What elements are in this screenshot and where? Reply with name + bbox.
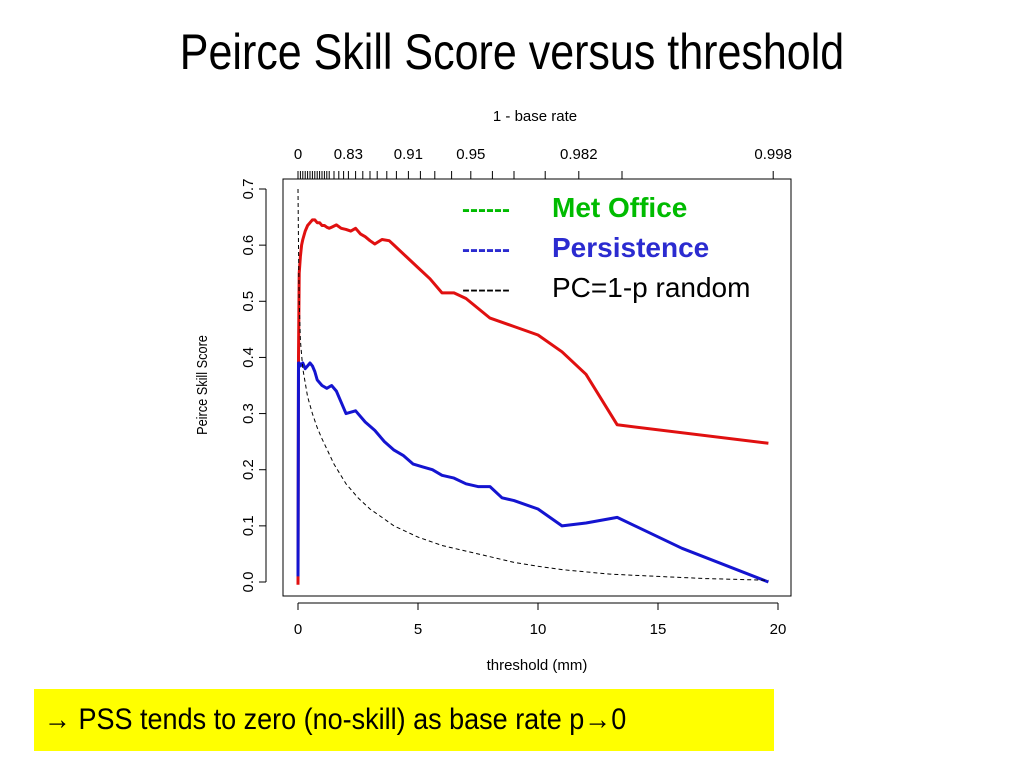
y-tick-label: 0.6 xyxy=(240,235,257,256)
random-baseline-line xyxy=(297,188,769,581)
legend-random-label: PC=1-p random xyxy=(552,272,750,303)
x-tick-label: 20 xyxy=(770,621,787,638)
top-axis-label: 1 - base rate xyxy=(493,108,577,125)
x-tick-label: 10 xyxy=(530,621,547,638)
slide-title: Peirce Skill Score versus threshold xyxy=(179,24,845,80)
conclusion-callout: → PSS tends to zero (no-skill) as base r… xyxy=(34,689,774,751)
top-tick-label: 0.998 xyxy=(754,146,792,163)
top-tick-label: 0 xyxy=(294,146,302,163)
arrow-right-icon: → xyxy=(44,703,71,736)
top-tick-label: 0.95 xyxy=(456,146,485,163)
callout-text-after: 0 xyxy=(611,703,627,736)
x-tick-label: 0 xyxy=(294,621,302,638)
legend-random-marker: ------ xyxy=(462,276,510,303)
top-tick-label: 0.91 xyxy=(394,146,423,163)
persistence-line xyxy=(296,361,769,584)
x-tick-label: 15 xyxy=(650,621,667,638)
legend-persistence-marker: ------ xyxy=(462,236,510,263)
legend-persistence-label: Persistence xyxy=(552,232,709,263)
y-axis-label: Peirce Skill Score xyxy=(193,335,210,435)
y-tick-label: 0.1 xyxy=(240,515,257,536)
x-axis-label: threshold (mm) xyxy=(487,657,588,674)
callout-text: → PSS tends to zero (no-skill) as base r… xyxy=(44,703,626,737)
y-tick-label: 0.5 xyxy=(240,291,257,312)
arrow-right-icon-inline: → xyxy=(584,703,612,736)
callout-text-before: PSS tends to zero (no-skill) as base rat… xyxy=(71,703,585,736)
legend-met-office-marker: ------ xyxy=(462,196,510,223)
top-tick-label: 0.83 xyxy=(334,146,363,163)
legend-met-office-label: Met Office xyxy=(552,192,687,223)
y-tick-label: 0.2 xyxy=(240,459,257,480)
y-tick-label: 0.0 xyxy=(240,572,257,593)
met-office-line xyxy=(296,218,769,585)
x-tick-label: 5 xyxy=(414,621,422,638)
y-tick-label: 0.7 xyxy=(240,179,257,200)
y-tick-label: 0.4 xyxy=(240,347,257,368)
top-tick-label: 0.982 xyxy=(560,146,598,163)
y-tick-label: 0.3 xyxy=(240,403,257,424)
plot-border xyxy=(282,178,792,597)
